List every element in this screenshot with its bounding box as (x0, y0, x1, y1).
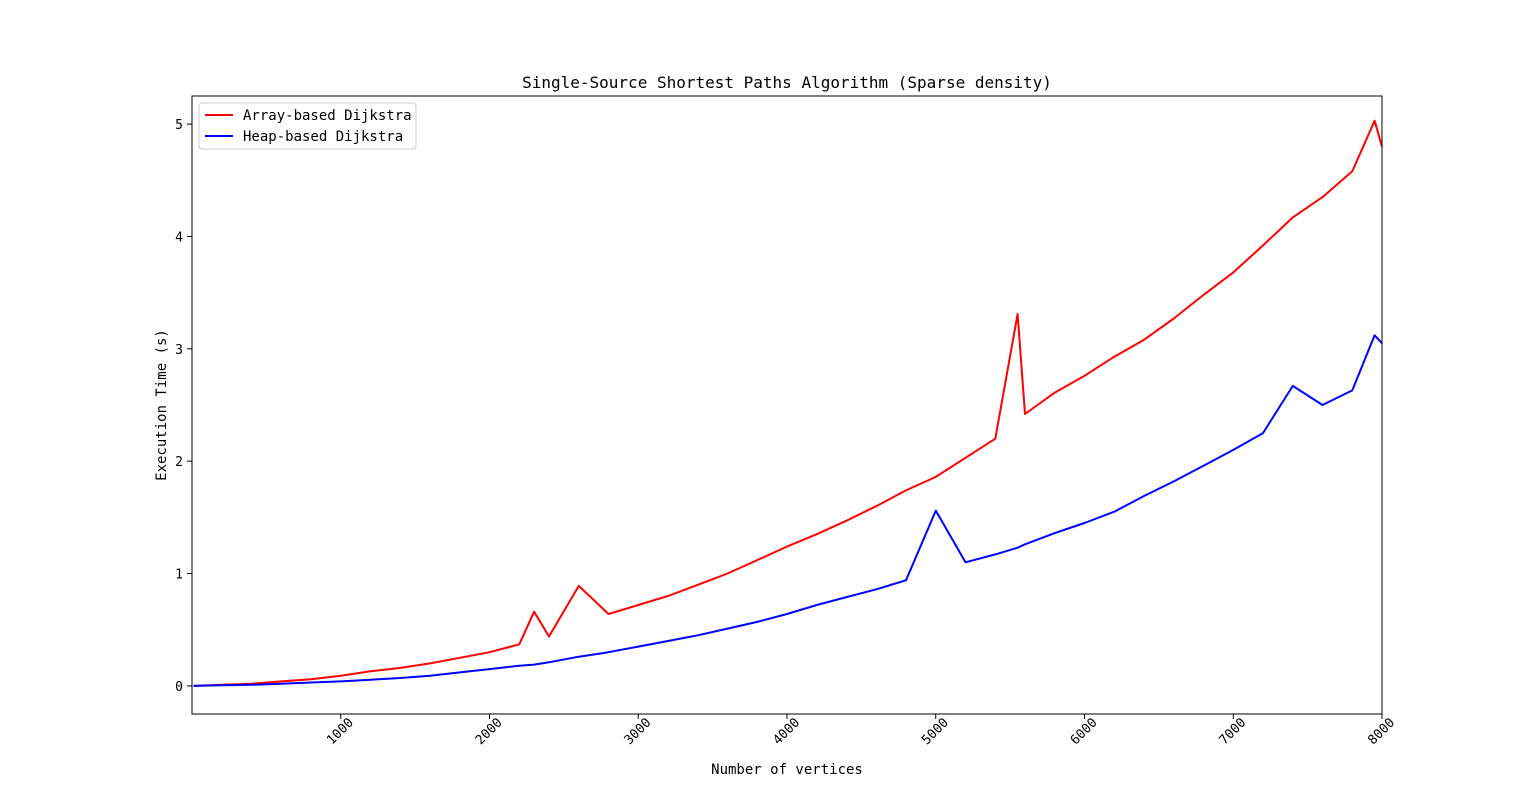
y-tick-label: 2 (175, 455, 183, 470)
y-tick-label: 0 (175, 680, 183, 695)
legend-label-array: Array-based Dijkstra (243, 108, 412, 124)
x-axis-label: Number of vertices (711, 762, 863, 778)
series-layer (193, 119, 1383, 687)
legend-label-heap: Heap-based Dijkstra (243, 129, 403, 145)
y-axis: 0 1 2 3 4 5 (175, 118, 192, 695)
series-line-array-dijkstra (193, 119, 1383, 687)
series-line-heap-dijkstra (193, 334, 1383, 687)
y-tick-label: 4 (175, 230, 183, 245)
y-tick-label: 3 (175, 343, 183, 358)
y-tick-label: 1 (175, 568, 183, 583)
legend-box (198, 102, 417, 150)
y-axis-label: Execution Time (s) (154, 329, 170, 481)
y-tick-label: 5 (175, 118, 183, 133)
legend: Array-based Dijkstra Heap-based Dijkstra (198, 102, 417, 150)
chart-title: Single-Source Shortest Paths Algorithm (… (522, 73, 1052, 92)
